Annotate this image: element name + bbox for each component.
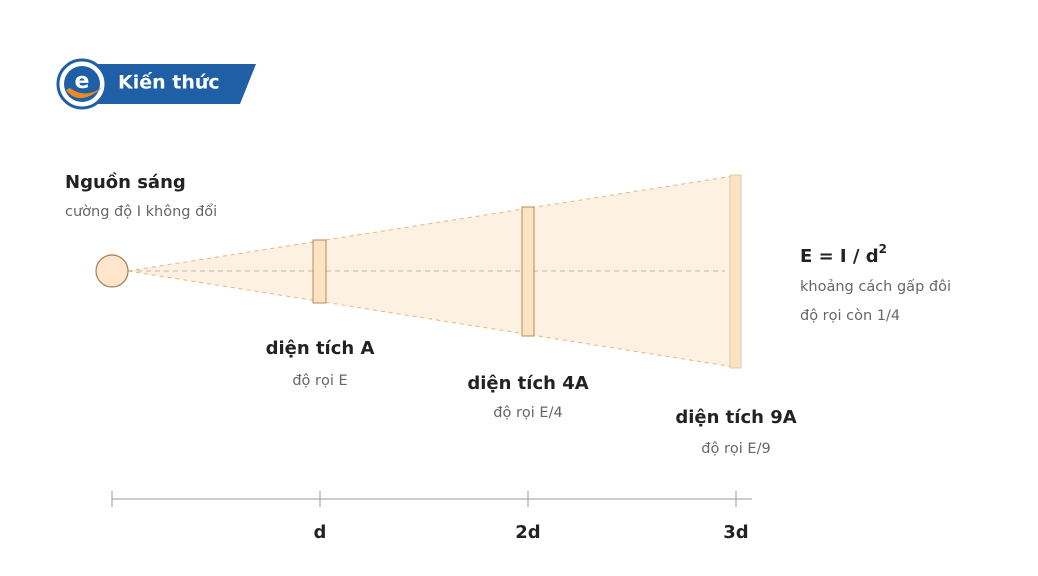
area-panel (521, 206, 535, 337)
area-label: diện tích A (266, 338, 375, 359)
axis-tick-label: d (314, 522, 327, 543)
formula-note: khoảng cách gấp đôi (800, 279, 951, 295)
area-panel (729, 174, 742, 369)
axis-tick-label: 2d (515, 522, 540, 543)
badge-text: Kiến thức (118, 71, 220, 94)
area-panel (312, 239, 327, 304)
area-label: diện tích 9A (675, 407, 796, 428)
formula-note: độ rọi còn 1/4 (800, 308, 900, 324)
area-illuminance: độ rọi E/4 (493, 405, 562, 421)
logo-letter: e (75, 69, 90, 94)
area-illuminance: độ rọi E (292, 373, 347, 389)
distance-axis (111, 491, 752, 507)
axis-tick-label: 3d (723, 522, 748, 543)
formula-text: E = I / d (800, 246, 879, 267)
formula: E = I / d2 (800, 242, 887, 268)
light-source (95, 254, 129, 288)
source-subtitle: cường độ I không đổi (65, 203, 217, 220)
source-title: Nguồn sáng (65, 172, 186, 193)
logo: e Kiến thức (56, 58, 256, 110)
badge-bg (80, 64, 256, 104)
area-illuminance: độ rọi E/9 (701, 441, 770, 457)
logo-swoosh (66, 86, 104, 99)
area-label: diện tích 4A (467, 373, 588, 394)
formula-exponent: 2 (879, 242, 887, 256)
